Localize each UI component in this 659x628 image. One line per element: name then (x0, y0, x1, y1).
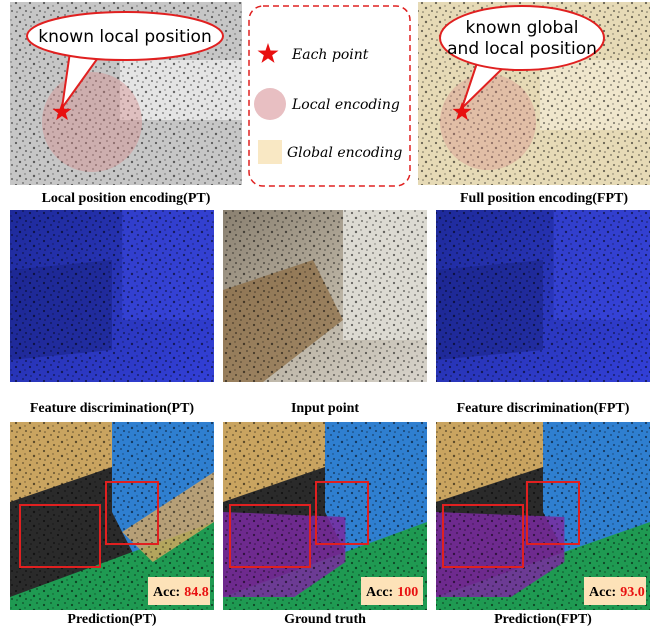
acc-value: 100 (397, 585, 418, 600)
local-encoding-panel: known local position Local position enco… (10, 2, 242, 206)
texture (436, 210, 650, 382)
caption: Ground truth (284, 612, 366, 627)
legend-label: Each point (291, 47, 369, 63)
texture (10, 210, 214, 382)
figure: known local position Local position enco… (0, 0, 659, 628)
caption: Feature discrimination(FPT) (457, 401, 630, 416)
acc-label: Acc: (366, 585, 393, 600)
caption: Input point (291, 401, 359, 416)
legend: Each point Local encoding Global encodin… (249, 6, 410, 186)
legend-label: Global encoding (287, 145, 402, 161)
acc-value: 93.0 (620, 585, 645, 600)
callout: known local position (38, 27, 211, 47)
callout: and local position (447, 39, 597, 59)
texture (223, 210, 427, 382)
full-encoding-panel: known global and local position Full pos… (418, 2, 650, 206)
acc-label: Acc: (589, 585, 616, 600)
caption: Local position encoding(PT) (42, 191, 211, 206)
legend-label: Local encoding (291, 97, 400, 113)
caption: Full position encoding(FPT) (460, 191, 628, 206)
acc-value: 84.8 (184, 585, 209, 600)
caption: Prediction(PT) (67, 612, 157, 627)
bottom-row: Acc: 84.8 Prediction(PT) Acc: 100 Ground trut… (10, 422, 650, 627)
acc-text: Acc: 100 (366, 585, 418, 600)
caption: Prediction(FPT) (494, 612, 592, 627)
middle-row: Feature discrimination(PT) Input point Fea… (10, 210, 650, 416)
caption: Feature discrimination(PT) (30, 401, 195, 416)
acc-label: Acc: (153, 585, 180, 600)
callout: known global (466, 18, 579, 38)
